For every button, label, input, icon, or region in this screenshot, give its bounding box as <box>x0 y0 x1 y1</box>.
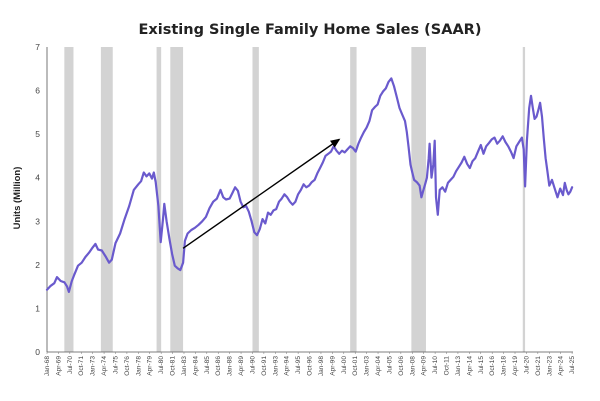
x-tick-labels: Jan-68 Apr-69 Jul-70 Oct-71 Jan-73 Apr-74 Jul-… <box>44 352 576 376</box>
trend-arrow <box>182 138 341 249</box>
x-tick-label: Jan-73 <box>90 356 97 376</box>
x-tick-label: Jan-78 <box>135 356 142 376</box>
x-tick-label: Jan-83 <box>181 356 188 376</box>
x-tick-label: Jul-75 <box>112 356 119 374</box>
x-tick-label: Apr-79 <box>147 356 154 376</box>
x-tick-label: Oct-16 <box>489 356 496 376</box>
x-tick-label: Apr-69 <box>55 356 62 376</box>
x-tick-label: Jul-80 <box>158 356 165 374</box>
x-tick-label: Jan-88 <box>227 356 234 376</box>
recession-band <box>252 47 259 352</box>
x-tick-label: Apr-94 <box>284 356 291 376</box>
x-tick-label: Oct-71 <box>78 356 85 376</box>
x-tick-label: Oct-96 <box>307 356 314 376</box>
x-tick-label: Jan-13 <box>455 356 462 376</box>
x-tick-label: Jan-98 <box>318 356 325 376</box>
recession-bands <box>64 47 526 352</box>
x-tick-label: Jul-95 <box>295 356 302 374</box>
x-tick-label: Jan-08 <box>409 356 416 376</box>
y-tick-label: 7 <box>35 42 40 52</box>
recession-band <box>350 47 357 352</box>
x-tick-label: Apr-24 <box>558 356 565 376</box>
y-tick-label: 4 <box>35 173 40 183</box>
x-tick-label: Oct-01 <box>352 356 359 376</box>
x-tick-label: Jan-03 <box>364 356 371 376</box>
x-tick-label: Apr-14 <box>466 356 473 376</box>
x-tick-label: Oct-91 <box>261 356 268 376</box>
x-tick-label: Jul-70 <box>67 356 74 374</box>
x-tick-label: Jul-90 <box>249 356 256 374</box>
x-tick-label: Oct-81 <box>170 356 177 376</box>
y-tick-label: 2 <box>35 260 40 270</box>
annotation-layer <box>182 138 341 249</box>
x-tick-label: Oct-86 <box>215 356 222 376</box>
recession-band <box>170 47 184 352</box>
chart-title: Existing Single Family Home Sales (SAAR) <box>139 22 482 38</box>
x-tick-label: Jan-93 <box>272 356 279 376</box>
y-axis-label: Units (Million) <box>12 167 23 230</box>
x-tick-label: Apr-99 <box>329 356 336 376</box>
x-tick-label: Apr-04 <box>375 356 382 376</box>
recession-band <box>64 47 74 352</box>
x-tick-label: Oct-06 <box>398 356 405 376</box>
recession-band <box>156 47 162 352</box>
y-tick-label: 1 <box>35 303 40 313</box>
x-tick-label: Jul-05 <box>386 356 393 374</box>
x-tick-label: Jan-23 <box>546 356 553 376</box>
series-layer <box>45 77 574 293</box>
x-tick-label: Apr-19 <box>512 356 519 376</box>
recession-band <box>100 47 113 352</box>
x-tick-label: Oct-76 <box>124 356 131 376</box>
x-tick-label: Apr-09 <box>421 356 428 376</box>
x-tick-label: Apr-89 <box>238 356 245 376</box>
x-tick-label: Jan-68 <box>44 356 51 376</box>
y-tick-label: 6 <box>35 86 40 96</box>
x-tick-label: Jan-18 <box>501 356 508 376</box>
y-tick-label: 5 <box>35 129 40 139</box>
y-tick-label: 3 <box>35 216 40 226</box>
x-tick-label: Jul-00 <box>341 356 348 374</box>
x-tick-label: Jul-20 <box>523 356 530 374</box>
x-tick-label: Jul-25 <box>569 356 576 374</box>
x-tick-label: Oct-21 <box>535 356 542 376</box>
x-tick-label: Jul-15 <box>478 356 485 374</box>
y-tick-labels: 0 1 2 3 4 5 6 7 <box>35 42 40 357</box>
x-tick-label: Jul-85 <box>204 356 211 374</box>
y-tick-label: 0 <box>35 347 40 357</box>
recession-band <box>522 47 526 352</box>
x-tick-label: Oct-11 <box>444 356 451 376</box>
x-tick-label: Jul-10 <box>432 356 439 374</box>
x-tick-label: Apr-74 <box>101 356 108 376</box>
x-tick-label: Apr-84 <box>192 356 199 376</box>
axes <box>46 47 573 353</box>
recession-band <box>411 47 426 352</box>
series-line-0 <box>45 77 574 293</box>
